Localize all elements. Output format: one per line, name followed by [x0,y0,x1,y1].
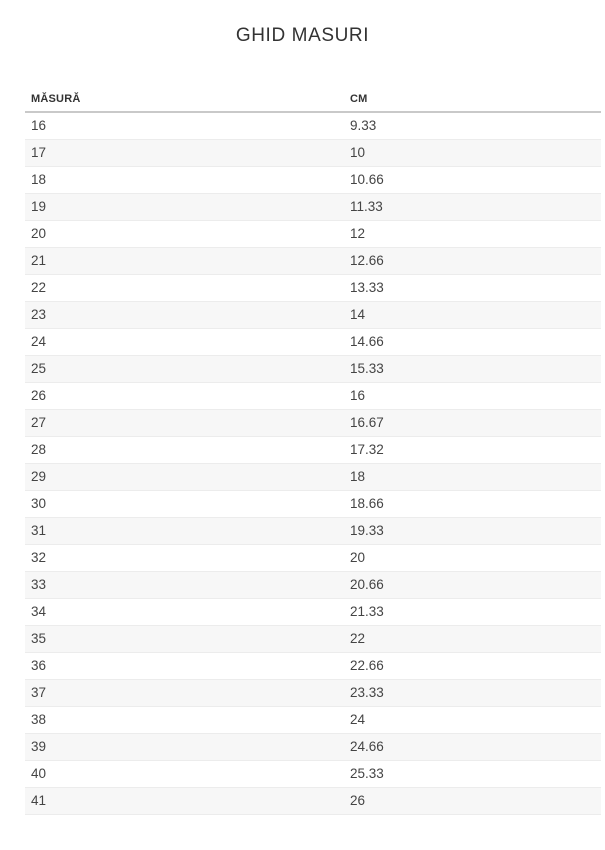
cm-cell: 25.33 [344,760,601,788]
cm-cell: 12 [344,220,601,248]
table-row: 34 21.33 [25,598,601,626]
cm-cell: 21.33 [344,598,601,626]
size-cell: 16 [31,118,47,133]
size-cell: 21 [25,247,344,275]
table-row: 29 18 [25,463,601,491]
table-row: 31 19.33 [25,517,601,545]
table-row: 16 9.33 [25,112,601,140]
table-body: 16 9.33 17 10 18 10.66 19 11.33 20 12 21 12.66 22 13.… [25,112,601,827]
size-cell: 33 [25,571,344,599]
size-cell: 41 [25,787,344,815]
table-row: 37 23.33 [25,679,601,707]
table-row: 24 14.66 [25,328,601,356]
cm-cell: 14 [344,301,601,329]
size-cell: 27 [25,409,344,437]
table-row: 20 12 [25,220,601,248]
partial-row [25,814,601,827]
cm-cell: 22 [344,625,601,653]
size-cell: 36 [25,652,344,680]
cm-cell: 10.66 [344,166,601,194]
size-cell: 20 [25,220,344,248]
table-row: 33 20.66 [25,571,601,599]
cm-cell: 16.67 [344,409,601,437]
size-cell: 34 [25,598,344,626]
table-row: 23 14 [25,301,601,329]
table-row: 38 24 [25,706,601,734]
cm-cell: 17.32 [344,436,601,464]
cm-cell: 11.33 [344,193,601,221]
table-row: 39 24.66 [25,733,601,761]
table-row: 27 16.67 [25,409,601,437]
size-cell [25,814,344,827]
size-cell: 22 [25,274,344,302]
table-row: 30 18.66 [25,490,601,518]
cm-cell: 16 [344,382,601,410]
cm-cell: 20.66 [344,571,601,599]
size-cell: 35 [25,625,344,653]
page-title: GHID MASURI [235,25,370,46]
size-cell: 38 [25,706,344,734]
cm-cell: 15.33 [344,355,601,383]
size-cell: 30 [25,490,344,518]
cm-cell: 22.66 [344,652,601,680]
cm-cell: 26 [344,787,601,815]
table-row: 26 16 [25,382,601,410]
cm-cell: 18 [344,463,601,491]
cm-cell: 12.66 [344,247,601,275]
table-row: 18 10.66 [25,166,601,194]
size-cell: 40 [25,760,344,788]
cm-cell: 24 [344,706,601,734]
table-row: 19 11.33 [25,193,601,221]
size-cell: 24 [25,328,344,356]
table-row: 40 25.33 [25,760,601,788]
table-row: 22 13.33 [25,274,601,302]
size-cell: 37 [25,679,344,707]
column-header-cm: CM [344,90,601,113]
size-guide-table-container: MĂSURĂ CM 16 9.33 17 10 18 10.66 19 11.33 20 12 21… [25,90,601,827]
table-header: MĂSURĂ CM [25,90,601,113]
size-cell: 28 [25,436,344,464]
cm-cell: 18.66 [344,490,601,518]
size-cell: 17 [25,139,344,167]
size-cell: 23 [25,301,344,329]
header-row: MĂSURĂ CM [25,90,601,113]
size-cell: 39 [25,733,344,761]
table-row: 21 12.66 [25,247,601,275]
cm-cell: 10 [344,139,601,167]
size-cell: 18 [25,166,344,194]
cm-cell: 9.33 [350,118,377,133]
table-row: 25 15.33 [25,355,601,383]
cm-cell: 13.33 [344,274,601,302]
size-cell: 32 [25,544,344,572]
cm-cell [344,814,601,827]
cm-cell: 23.33 [344,679,601,707]
cm-cell: 14.66 [344,328,601,356]
size-cell: 31 [25,517,344,545]
cm-cell: 24.66 [344,733,601,761]
size-cell: 29 [25,463,344,491]
size-cell: 25 [25,355,344,383]
table-row: 17 10 [25,139,601,167]
cm-cell: 20 [344,544,601,572]
table-row: 28 17.32 [25,436,601,464]
cm-cell: 19.33 [344,517,601,545]
table-row: 32 20 [25,544,601,572]
size-guide-page: GHID MASURI MĂSURĂ CM 16 9.33 17 10 18 10.66 1… [0,24,605,827]
column-header-size: MĂSURĂ [25,90,344,113]
size-cell: 26 [25,382,344,410]
size-cell: 19 [25,193,344,221]
table-row: 35 22 [25,625,601,653]
table-row: 36 22.66 [25,652,601,680]
size-guide-table: MĂSURĂ CM 16 9.33 17 10 18 10.66 19 11.33 20 12 21… [25,90,601,827]
table-row: 41 26 [25,787,601,815]
